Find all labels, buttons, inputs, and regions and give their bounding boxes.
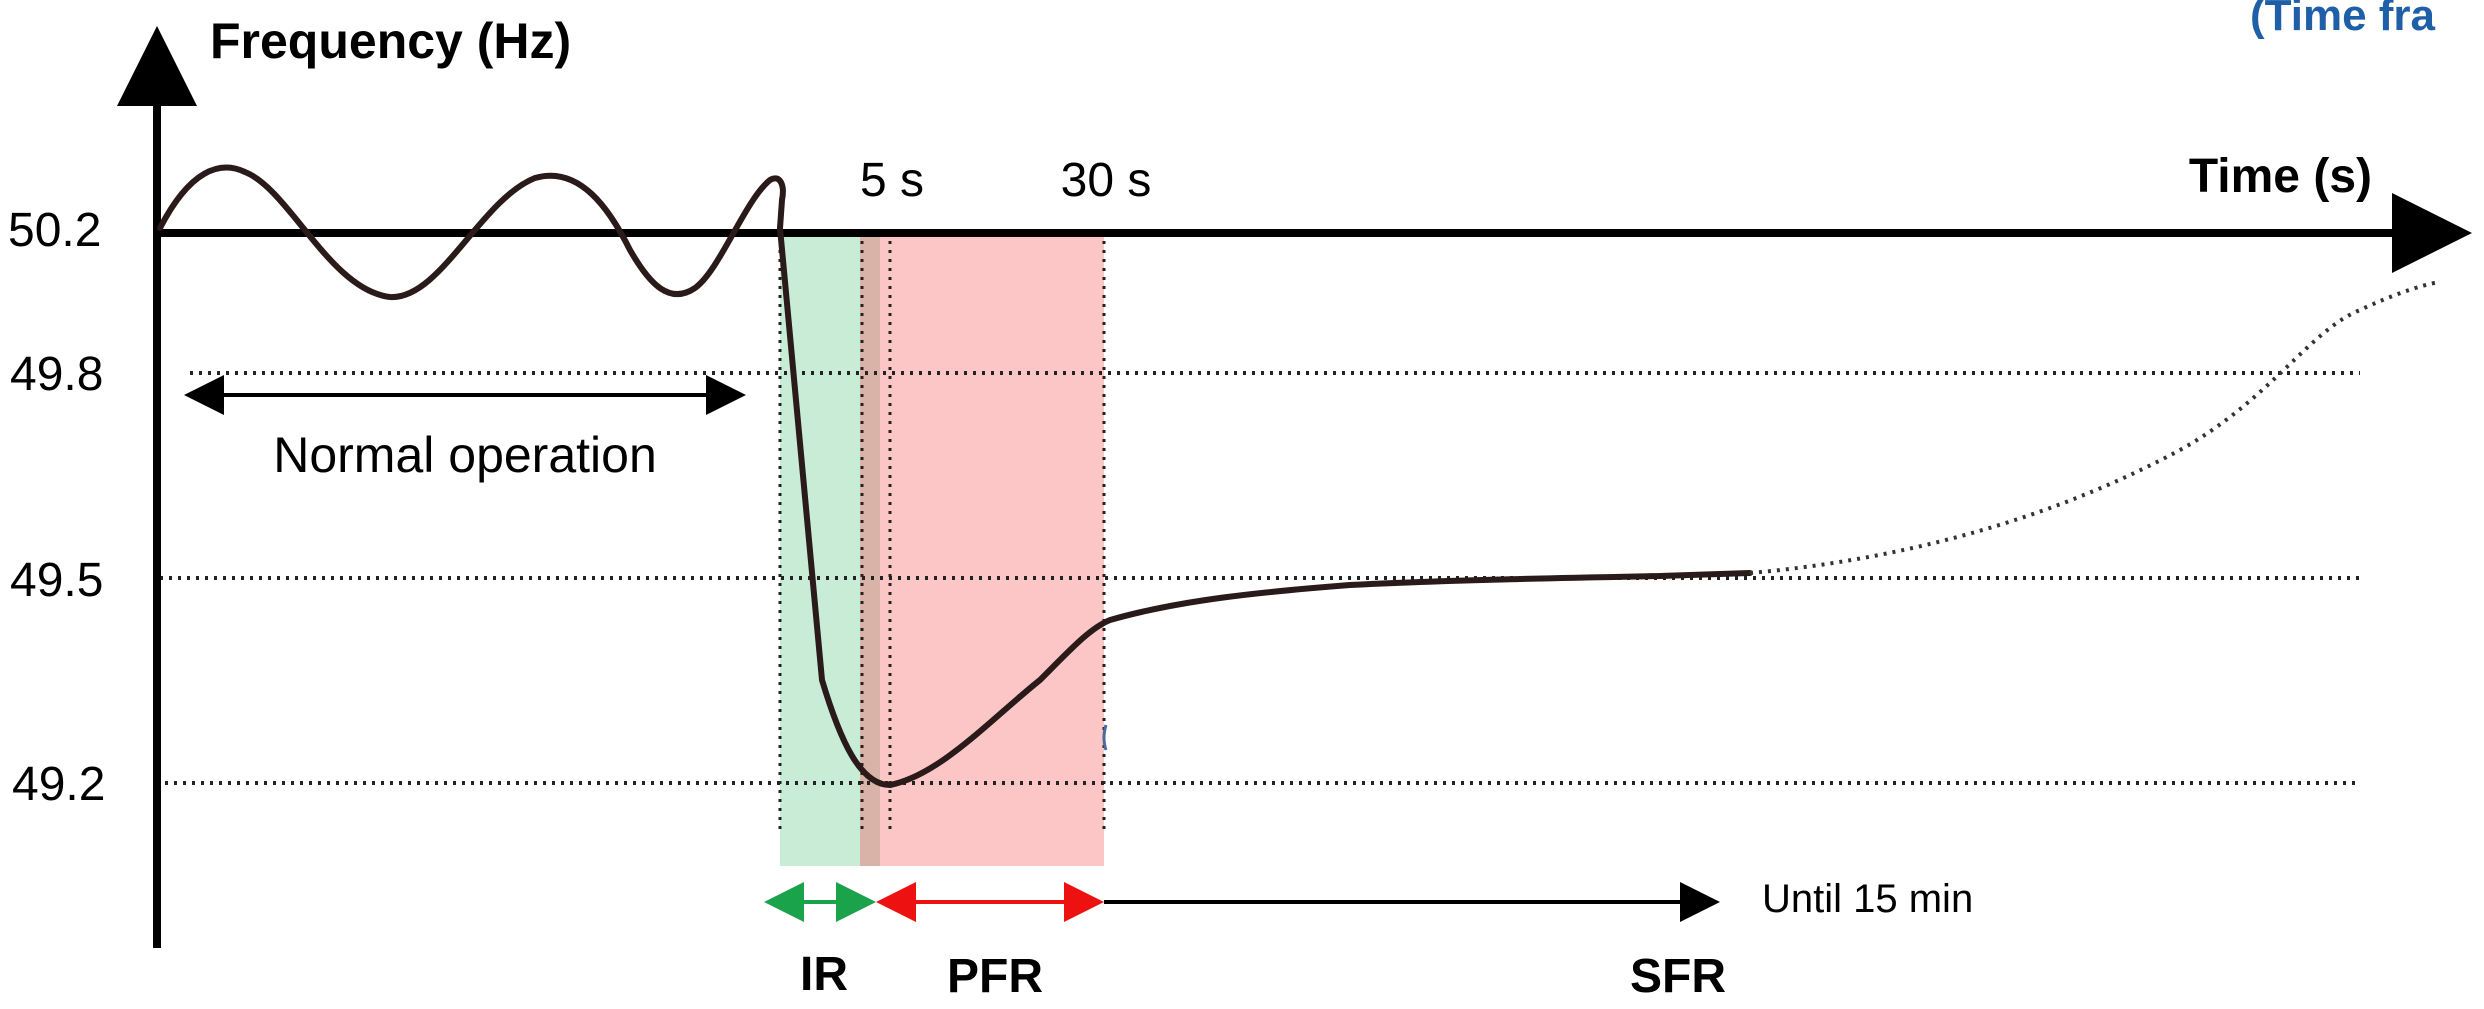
overlap-band bbox=[860, 232, 880, 866]
y-tick-49-8: 49.8 bbox=[10, 348, 103, 401]
y-tick-49-2: 49.2 bbox=[12, 758, 105, 811]
ir-band bbox=[780, 232, 860, 866]
sfr-label: SFR bbox=[1630, 950, 1726, 1003]
pfr-band bbox=[880, 232, 1104, 866]
frequency-curve bbox=[157, 164, 1753, 788]
x-axis-title: Time (s) bbox=[2189, 150, 2372, 203]
until-label: Until 15 min bbox=[1762, 877, 1973, 921]
normal-operation-label: Normal operation bbox=[273, 427, 657, 483]
marker-30s: 30 s bbox=[1061, 154, 1152, 207]
frequency-recovery-dotted bbox=[1749, 280, 2441, 575]
y-axis-title: Frequency (Hz) bbox=[210, 13, 571, 69]
corner-title: (Time fra bbox=[2250, 0, 2436, 40]
pfr-label: PFR bbox=[947, 950, 1043, 1003]
marker-5s: 5 s bbox=[860, 154, 924, 207]
y-tick-50-2: 50.2 bbox=[8, 204, 101, 257]
ir-label: IR bbox=[800, 948, 848, 1001]
artifact-mark bbox=[1102, 724, 1108, 751]
y-tick-49-5: 49.5 bbox=[10, 554, 103, 607]
